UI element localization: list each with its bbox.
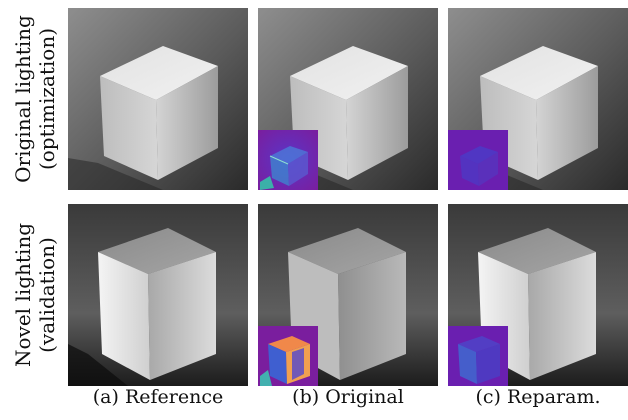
render-original-original-lighting (258, 8, 438, 190)
error-map-inset (258, 130, 318, 190)
row-label-line1: Novel lighting (11, 222, 35, 368)
row-label-original-lighting: Original lighting (optimization) (4, 8, 66, 190)
error-map-inset (448, 130, 508, 190)
render-reference-novel-lighting (68, 204, 248, 386)
render-reference-original-lighting (68, 8, 248, 190)
error-map-inset (448, 326, 508, 386)
row-label-line2: (validation) (35, 237, 59, 353)
render-reparam-novel-lighting (448, 204, 628, 386)
row-label-novel-lighting: Novel lighting (validation) (4, 204, 66, 386)
render-original-novel-lighting (258, 204, 438, 386)
row-label-line2: (optimization) (35, 27, 59, 171)
caption-reference: (a) Reference (92, 386, 224, 408)
row-label-line1: Original lighting (11, 15, 35, 183)
render-reparam-original-lighting (448, 8, 628, 190)
caption-original: (b) Original (292, 386, 404, 408)
error-map-inset (258, 326, 318, 386)
caption-reparam: (c) Reparam. (475, 386, 601, 408)
